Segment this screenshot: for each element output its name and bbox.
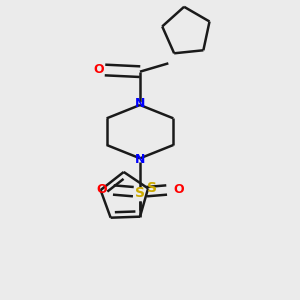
Text: N: N [135,97,145,110]
Text: N: N [135,153,145,166]
Text: O: O [93,64,104,76]
Text: O: O [96,183,107,196]
Text: S: S [135,186,145,200]
Text: S: S [147,182,157,195]
Text: O: O [173,183,184,196]
